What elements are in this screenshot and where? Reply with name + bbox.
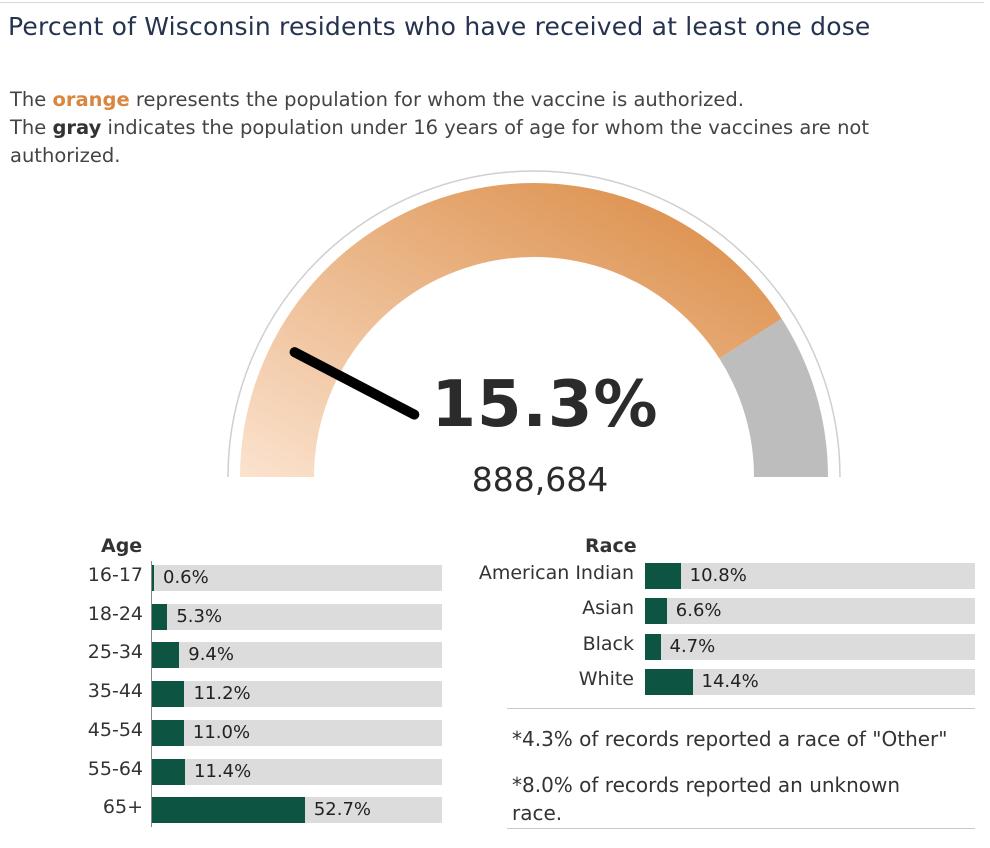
- note-other-race: *4.3% of records reported a race of "Oth…: [512, 727, 948, 751]
- legend-text: represents the population for whom the v…: [129, 88, 744, 111]
- race-bar-track: 4.7%: [645, 633, 975, 660]
- age-bar: [152, 681, 185, 708]
- age-bar: [152, 603, 168, 630]
- age-bar: [152, 797, 305, 824]
- race-label: Black: [582, 632, 634, 655]
- age-value-label: 11.4%: [194, 760, 252, 782]
- note-unknown-race: *8.0% of records reported an unknown rac…: [512, 773, 901, 825]
- race-value-label: 6.6%: [675, 600, 722, 622]
- page-title: Percent of Wisconsin residents who have …: [8, 12, 871, 41]
- age-bar-track: 5.3%: [152, 603, 442, 630]
- legend-text: The: [10, 116, 53, 139]
- age-label: 55-64: [87, 757, 143, 780]
- race-value-label: 10.8%: [689, 565, 747, 586]
- race-bar-track: 10.8%: [645, 563, 975, 589]
- age-bar: [152, 719, 184, 746]
- gauge-count-value: 888,684: [471, 460, 609, 499]
- legend-description: The orange represents the population for…: [10, 86, 970, 170]
- race-bar-track: 6.6%: [645, 598, 975, 625]
- age-bar-track: 11.0%: [152, 719, 442, 746]
- race-label: American Indian: [478, 562, 634, 584]
- age-value-label: 0.6%: [163, 567, 209, 588]
- age-bar: [152, 758, 186, 785]
- age-bar: [152, 642, 180, 669]
- age-label: 45-54: [87, 718, 143, 741]
- gauge-chart: [227, 170, 841, 478]
- age-value-label: 9.4%: [188, 644, 234, 666]
- race-value-label: 4.7%: [669, 635, 716, 657]
- age-bar-track: 11.4%: [152, 758, 442, 785]
- age-value-label: 5.3%: [176, 605, 223, 627]
- age-label: 16-17: [87, 564, 143, 586]
- gauge-authorized-arc: [240, 183, 782, 477]
- age-bar-track: 11.2%: [152, 681, 442, 708]
- age-bar-track: 0.6%: [152, 565, 442, 591]
- age-bar-track: 52.7%: [152, 797, 442, 824]
- notes-divider: [507, 708, 975, 709]
- age-label: 25-34: [87, 641, 143, 664]
- race-bar: [645, 633, 661, 660]
- legend-gray-word: gray: [52, 116, 102, 139]
- age-value-label: 11.0%: [192, 721, 251, 743]
- race-chart-title: Race: [585, 535, 637, 557]
- age-label: 18-24: [87, 602, 143, 625]
- legend-orange-word: orange: [52, 88, 130, 111]
- age-chart-title: Age: [101, 535, 143, 557]
- legend-text: The: [10, 88, 53, 111]
- race-label: Asian: [582, 597, 634, 620]
- age-bar: [152, 565, 154, 591]
- race-value-label: 14.4%: [701, 670, 759, 692]
- age-bar-track: 9.4%: [152, 642, 442, 669]
- notes-bottom-divider: [507, 828, 975, 829]
- gauge-outline: [227, 170, 841, 478]
- race-bar: [645, 563, 681, 589]
- top-divider: [0, 2, 984, 3]
- gauge-unauthorized-arc: [719, 318, 828, 477]
- gauge-percent-value: 15.3%: [431, 368, 659, 442]
- race-bar: [645, 598, 667, 625]
- race-label: White: [578, 667, 634, 690]
- age-label: 35-44: [87, 680, 143, 703]
- age-value-label: 11.2%: [193, 683, 251, 705]
- age-axis-line: [151, 561, 152, 828]
- age-label: 65+: [102, 796, 143, 819]
- legend-text: indicates the population under 16 years …: [10, 116, 870, 167]
- gauge-needle: [289, 347, 420, 420]
- race-bar-track: 14.4%: [645, 668, 975, 695]
- race-bar: [645, 668, 693, 695]
- age-value-label: 52.7%: [313, 799, 372, 821]
